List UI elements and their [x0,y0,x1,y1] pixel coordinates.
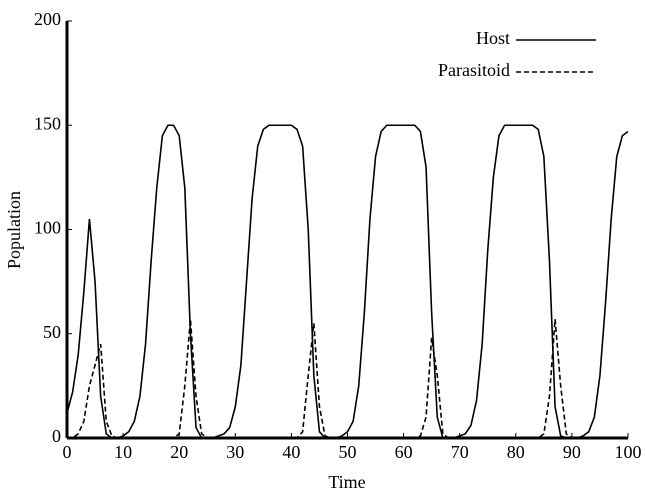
series-line [66,124,629,439]
y-tick-label: 150 [34,113,61,133]
x-tick-label: 100 [615,442,642,462]
x-tick-label: 20 [170,442,188,462]
series-line [67,319,628,439]
x-tick-label: 50 [339,442,357,462]
x-tick-label: 30 [226,442,244,462]
y-tick-label: 200 [34,9,61,29]
x-tick-label: 60 [395,442,413,462]
y-tick-label: 100 [34,218,61,238]
legend-label: Parasitoid [438,60,510,80]
legend-label: Host [476,28,510,48]
y-tick-label: 0 [52,426,61,446]
x-axis-label: Time [328,472,365,492]
x-tick-label: 40 [282,442,300,462]
x-tick-label: 80 [507,442,525,462]
x-tick-label: 70 [451,442,469,462]
x-tick-label: 10 [114,442,132,462]
x-tick-label: 90 [563,442,581,462]
y-tick-label: 50 [43,322,61,342]
y-axis-label: Population [4,191,24,269]
x-tick-label: 0 [63,442,72,462]
